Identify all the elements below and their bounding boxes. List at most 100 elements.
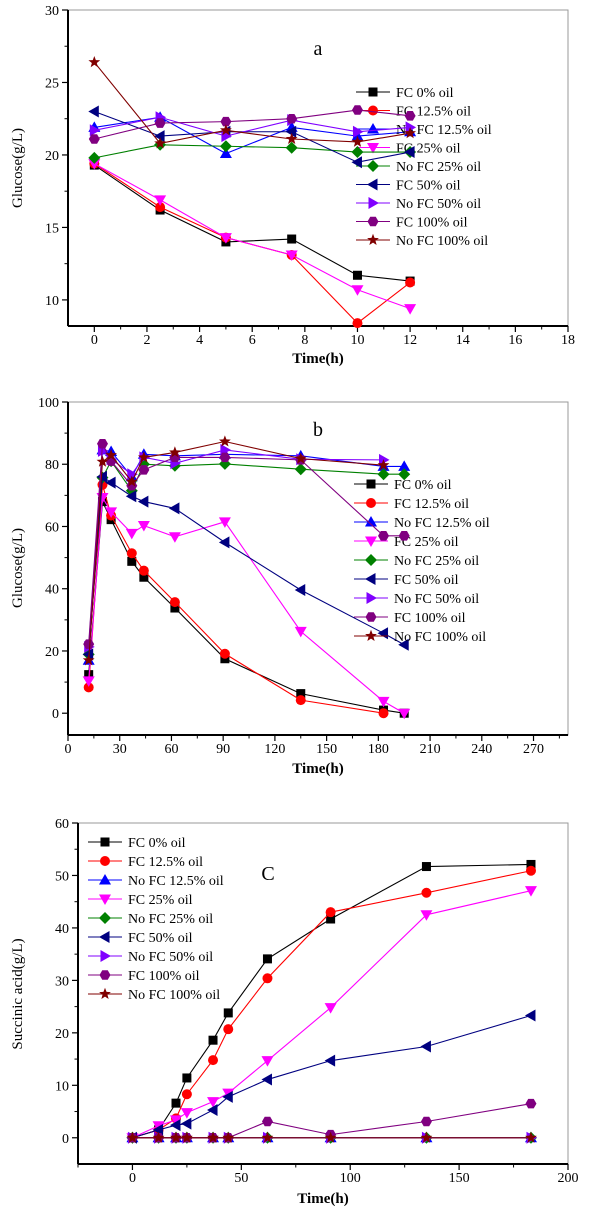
- series-fc-0-oil: [89, 160, 415, 286]
- legend-item: No FC 25% oil: [354, 554, 479, 569]
- panel-label: b: [313, 419, 323, 441]
- data-point: [207, 1097, 220, 1108]
- legend-item: FC 12.5% oil: [88, 855, 203, 870]
- series-line: [94, 144, 411, 159]
- data-point: [137, 521, 150, 532]
- data-point: [125, 475, 138, 487]
- data-point: [262, 973, 273, 984]
- y-tick-label: 60: [55, 817, 69, 832]
- legend-item: FC 0% oil: [354, 478, 452, 493]
- data-point: [208, 1035, 218, 1045]
- legend-item: No FC 50% oil: [88, 950, 213, 965]
- data-point: [88, 55, 101, 68]
- legend-label: FC 50% oil: [396, 179, 461, 194]
- data-point: [324, 1003, 337, 1014]
- data-point: [126, 548, 137, 559]
- data-point: [126, 480, 138, 491]
- legend-item: FC 100% oil: [354, 611, 466, 626]
- data-point: [351, 285, 364, 296]
- series-line: [94, 109, 411, 140]
- x-tick-label: 18: [561, 333, 575, 348]
- data-point: [222, 1090, 233, 1103]
- legend-label: No FC 100% oil: [394, 630, 486, 645]
- data-point: [223, 1008, 233, 1018]
- chart-panel-a: 0 2 4 6 8 10 12 14 16 18 10 15 20 25 30 Time(h) Glucose(…: [10, 4, 575, 367]
- data-point: [294, 583, 306, 596]
- series-line: [88, 484, 384, 714]
- x-tick-label: 6: [249, 333, 256, 348]
- data-point: [168, 532, 181, 543]
- y-tick-label: 15: [45, 221, 59, 236]
- data-point: [138, 565, 149, 576]
- data-point: [285, 141, 298, 154]
- data-point: [88, 134, 100, 144]
- data-point: [405, 277, 416, 288]
- legend-label: No FC 50% oil: [394, 592, 479, 607]
- data-point: [420, 1131, 433, 1143]
- data-point: [96, 438, 108, 449]
- legend-marker: [99, 912, 111, 924]
- data-point: [182, 1073, 192, 1083]
- legend-marker: [367, 143, 379, 154]
- x-tick-label: 14: [456, 333, 470, 348]
- legend-item: No FC 25% oil: [356, 160, 481, 175]
- data-point: [286, 113, 298, 124]
- legend-label: No FC 12.5% oil: [396, 123, 492, 138]
- series-line: [88, 499, 405, 714]
- legend-marker: [99, 970, 111, 980]
- x-tick-label: 100: [340, 1171, 361, 1186]
- data-point: [398, 638, 409, 651]
- data-point: [219, 147, 232, 159]
- y-tick-label: 80: [45, 458, 59, 473]
- data-point: [351, 105, 363, 115]
- data-point: [377, 458, 390, 471]
- data-point: [105, 507, 118, 518]
- data-point: [222, 1131, 235, 1143]
- data-point: [295, 695, 306, 706]
- data-point: [351, 156, 362, 169]
- series-line: [132, 870, 532, 1139]
- data-point: [525, 1131, 537, 1143]
- data-point: [180, 1108, 193, 1119]
- panel-label: C: [261, 863, 274, 885]
- data-point: [219, 233, 232, 244]
- legend-marker: [367, 160, 379, 172]
- legend-label: FC 12.5% oil: [394, 497, 469, 512]
- legend-marker: [99, 931, 110, 943]
- data-point: [398, 460, 411, 471]
- data-point: [219, 124, 232, 136]
- x-tick-label: 0: [129, 1171, 136, 1186]
- data-point: [154, 137, 167, 149]
- x-tick-label: 150: [316, 742, 337, 757]
- data-point: [125, 528, 138, 540]
- data-point: [170, 1119, 181, 1132]
- legend-item: FC 25% oil: [354, 535, 459, 550]
- series-no-fc-50-oil: [84, 443, 390, 653]
- data-point: [82, 648, 94, 661]
- x-tick-label: 16: [508, 333, 522, 348]
- data-point: [152, 1121, 165, 1132]
- legend-label: FC 25% oil: [396, 142, 461, 157]
- data-point: [152, 1131, 165, 1143]
- data-point: [398, 531, 410, 541]
- series-no-fc-50-oil: [89, 111, 417, 143]
- data-point: [524, 886, 537, 897]
- series-fc-25-oil: [88, 159, 417, 315]
- data-point: [218, 517, 231, 528]
- data-point: [154, 118, 166, 128]
- series-line: [93, 61, 411, 144]
- legend-item: FC 0% oil: [88, 836, 186, 851]
- data-point: [83, 682, 94, 693]
- y-tick-label: 50: [55, 869, 69, 884]
- legend-marker: [365, 554, 377, 566]
- x-tick-label: 30: [113, 742, 127, 757]
- legend-label: No FC 12.5% oil: [394, 516, 490, 531]
- legend-label: FC 100% oil: [396, 216, 468, 231]
- legend-item: FC 12.5% oil: [354, 497, 469, 512]
- y-axis-label: Succinic acid(g/L): [10, 938, 26, 1049]
- data-point: [127, 556, 137, 566]
- data-point: [285, 132, 298, 145]
- data-point: [208, 1055, 219, 1066]
- x-tick-label: 2: [143, 333, 150, 348]
